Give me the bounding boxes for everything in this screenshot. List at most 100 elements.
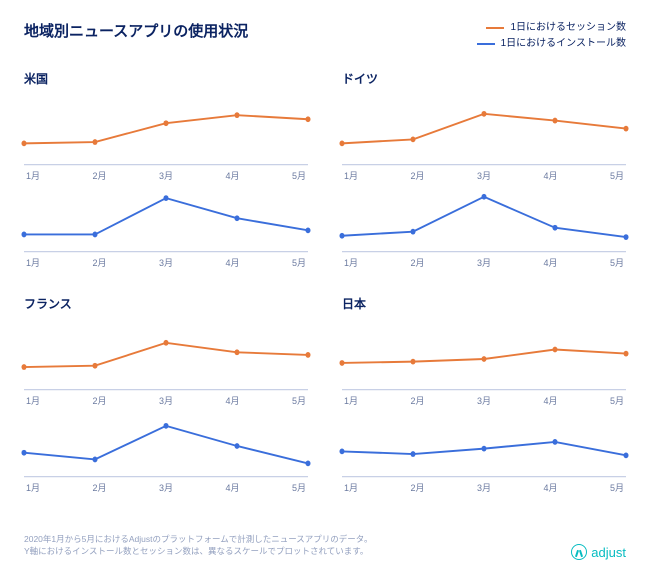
data-point <box>21 140 26 146</box>
x-axis-labels: 1月2月3月4月5月 <box>24 256 308 269</box>
panel: 米国 1月2月3月4月5月 1月2月3月4月5月 <box>24 70 308 269</box>
data-point <box>481 446 486 452</box>
x-tick-label: 5月 <box>292 256 306 269</box>
x-tick-label: 5月 <box>610 481 624 494</box>
chart-sessions <box>24 95 308 167</box>
x-tick-label: 2月 <box>410 481 424 494</box>
legend: 1日におけるセッション数 1日におけるインストール数 <box>477 20 626 52</box>
data-point <box>21 364 26 370</box>
data-point <box>305 461 310 467</box>
chart-installs <box>342 182 626 254</box>
footnote: 2020年1月から5月におけるAdjustのプラットフォームで計測したニュースア… <box>24 533 373 559</box>
brand-text: adjust <box>591 545 626 560</box>
series-line <box>24 343 308 367</box>
data-point <box>234 349 239 355</box>
x-tick-label: 3月 <box>477 169 491 182</box>
brand-logo: adjust <box>571 544 626 560</box>
chart-installs <box>24 407 308 479</box>
x-tick-label: 4月 <box>225 394 239 407</box>
x-tick-label: 2月 <box>92 481 106 494</box>
data-point <box>163 340 168 346</box>
x-tick-label: 1月 <box>344 256 358 269</box>
data-point <box>21 232 26 238</box>
x-tick-label: 1月 <box>344 394 358 407</box>
panel-title: 米国 <box>24 70 308 87</box>
data-point <box>410 229 415 235</box>
data-point <box>339 449 344 455</box>
chart-installs <box>24 182 308 254</box>
x-tick-label: 1月 <box>26 394 40 407</box>
adjust-icon <box>571 544 587 560</box>
x-axis-labels: 1月2月3月4月5月 <box>342 394 626 407</box>
chart-sessions <box>342 320 626 392</box>
data-point <box>163 423 168 429</box>
x-tick-label: 4月 <box>225 256 239 269</box>
x-tick-label: 1月 <box>344 481 358 494</box>
panel-title: フランス <box>24 295 308 312</box>
x-tick-label: 5月 <box>610 169 624 182</box>
data-point <box>410 359 415 365</box>
x-tick-label: 4月 <box>543 169 557 182</box>
data-point <box>234 443 239 449</box>
x-tick-label: 4月 <box>543 481 557 494</box>
data-point <box>552 225 557 231</box>
chart-grid: 米国 1月2月3月4月5月 1月2月3月4月5月ドイツ 1月2月3月4月5月 1… <box>24 70 626 494</box>
data-point <box>339 360 344 366</box>
series-line <box>342 114 626 144</box>
x-tick-label: 2月 <box>410 256 424 269</box>
data-point <box>481 111 486 117</box>
data-point <box>92 139 97 145</box>
data-point <box>623 126 628 132</box>
x-tick-label: 2月 <box>92 256 106 269</box>
x-tick-label: 3月 <box>159 256 173 269</box>
chart-sessions <box>342 95 626 167</box>
x-tick-label: 2月 <box>92 169 106 182</box>
data-point <box>481 194 486 200</box>
data-point <box>305 227 310 233</box>
panel: フランス 1月2月3月4月5月 1月2月3月4月5月 <box>24 295 308 494</box>
x-tick-label: 3月 <box>477 394 491 407</box>
data-point <box>234 215 239 221</box>
footnote-line-2: Y軸におけるインストール数とセッション数は、異なるスケールでプロットされています… <box>24 545 373 558</box>
series-line <box>24 115 308 143</box>
x-axis-labels: 1月2月3月4月5月 <box>342 169 626 182</box>
x-axis-labels: 1月2月3月4月5月 <box>24 481 308 494</box>
chart-installs <box>342 407 626 479</box>
panel: ドイツ 1月2月3月4月5月 1月2月3月4月5月 <box>342 70 626 269</box>
x-tick-label: 2月 <box>410 169 424 182</box>
legend-item-sessions: 1日におけるセッション数 <box>477 20 626 36</box>
data-point <box>623 234 628 240</box>
data-point <box>21 450 26 456</box>
x-tick-label: 5月 <box>610 394 624 407</box>
x-tick-label: 5月 <box>292 481 306 494</box>
data-point <box>552 118 557 124</box>
data-point <box>234 112 239 118</box>
panel-title: ドイツ <box>342 70 626 87</box>
page-title: 地域別ニュースアプリの使用状況 <box>24 20 248 41</box>
series-line <box>342 197 626 237</box>
data-point <box>410 137 415 143</box>
data-point <box>623 452 628 458</box>
series-line <box>24 426 308 464</box>
x-tick-label: 5月 <box>610 256 624 269</box>
x-tick-label: 4月 <box>543 256 557 269</box>
x-axis-labels: 1月2月3月4月5月 <box>24 394 308 407</box>
x-tick-label: 3月 <box>159 394 173 407</box>
data-point <box>92 457 97 463</box>
legend-swatch-sessions <box>486 27 504 29</box>
data-point <box>339 140 344 146</box>
x-tick-label: 3月 <box>477 256 491 269</box>
legend-swatch-installs <box>477 43 495 45</box>
legend-label-installs: 1日におけるインストール数 <box>501 36 626 52</box>
x-tick-label: 5月 <box>292 394 306 407</box>
data-point <box>552 439 557 445</box>
footnote-line-1: 2020年1月から5月におけるAdjustのプラットフォームで計測したニュースア… <box>24 533 373 546</box>
x-tick-label: 5月 <box>292 169 306 182</box>
x-tick-label: 1月 <box>26 169 40 182</box>
legend-label-sessions: 1日におけるセッション数 <box>510 20 626 36</box>
x-tick-label: 2月 <box>410 394 424 407</box>
data-point <box>410 451 415 457</box>
panel: 日本 1月2月3月4月5月 1月2月3月4月5月 <box>342 295 626 494</box>
x-tick-label: 4月 <box>225 169 239 182</box>
data-point <box>305 352 310 358</box>
